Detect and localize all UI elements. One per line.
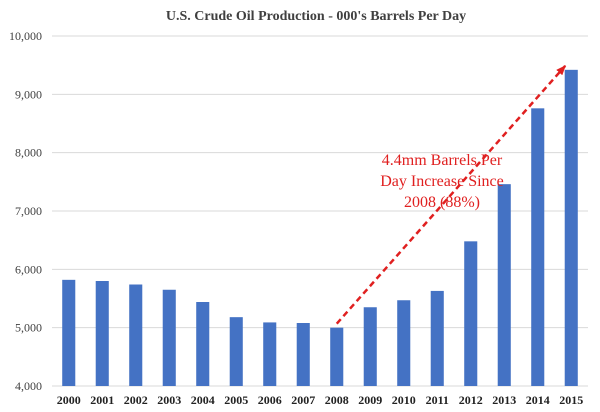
x-tick-label: 2010: [392, 393, 416, 407]
annotation-arrow: [335, 65, 567, 325]
x-tick-label: 2005: [224, 393, 248, 407]
x-tick-label: 2014: [526, 393, 550, 407]
x-tick-label: 2012: [459, 393, 483, 407]
bar-2011: [430, 290, 444, 386]
y-tick-label: 9,000: [15, 87, 42, 101]
x-tick-label: 2015: [559, 393, 583, 407]
y-tick-label: 7,000: [15, 204, 42, 218]
bar-2008: [330, 327, 344, 386]
bar-2007: [296, 323, 310, 386]
bar-2013: [497, 184, 511, 386]
bar-2010: [397, 300, 411, 386]
x-tick-label: 2001: [90, 393, 114, 407]
annotation-line: 4.4mm Barrels Per: [382, 152, 503, 169]
bar-2004: [196, 302, 210, 386]
bar-2014: [531, 108, 545, 386]
bar-2005: [229, 317, 243, 386]
bar-2001: [95, 281, 109, 386]
y-axis: 4,000 5,000 6,000 7,000 8,000 9,000 10,000: [9, 29, 42, 393]
bars: [62, 69, 578, 386]
x-tick-label: 2008: [325, 393, 349, 407]
x-tick-label: 2006: [258, 393, 282, 407]
x-tick-label: 2013: [492, 393, 516, 407]
bar-2002: [129, 284, 143, 386]
annotation: 4.4mm Barrels Per Day Increase Since 2008 …: [335, 65, 567, 325]
x-tick-label: 2011: [426, 393, 449, 407]
y-tick-label: 10,000: [9, 29, 42, 43]
x-tick-label: 2003: [157, 393, 181, 407]
y-tick-label: 6,000: [15, 262, 42, 276]
chart-title: U.S. Crude Oil Production - 000's Barrel…: [166, 9, 466, 24]
bar-2000: [62, 279, 76, 386]
x-tick-label: 2007: [291, 393, 315, 407]
annotation-line: Day Increase Since: [380, 173, 504, 190]
annotation-line: 2008 (88%): [404, 194, 480, 211]
bar-2012: [464, 241, 478, 386]
x-tick-label: 2009: [358, 393, 382, 407]
bar-2003: [162, 289, 176, 386]
y-tick-label: 4,000: [15, 379, 42, 393]
y-tick-label: 8,000: [15, 146, 42, 160]
bar-2009: [363, 307, 377, 386]
y-tick-label: 5,000: [15, 321, 42, 335]
bar-2006: [263, 322, 277, 386]
x-axis: 2000 2001 2002 2003 2004 2005 2006 2007 2008 2009…: [57, 393, 584, 407]
x-tick-label: 2002: [124, 393, 148, 407]
x-tick-label: 2004: [191, 393, 215, 407]
bar-2015: [564, 69, 578, 386]
x-tick-label: 2000: [57, 393, 81, 407]
